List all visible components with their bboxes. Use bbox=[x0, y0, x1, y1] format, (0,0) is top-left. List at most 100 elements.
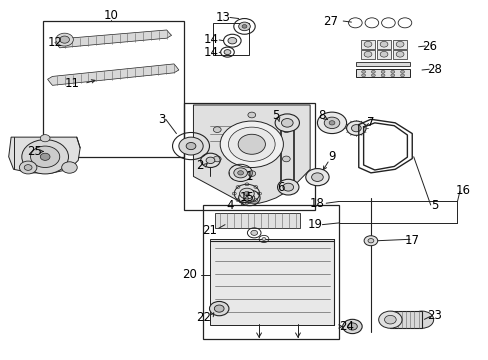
Text: 19: 19 bbox=[307, 218, 322, 231]
Circle shape bbox=[364, 236, 377, 246]
Circle shape bbox=[380, 74, 384, 77]
Bar bbox=[212, 23, 249, 55]
Circle shape bbox=[237, 171, 243, 175]
Text: 26: 26 bbox=[421, 40, 436, 53]
Circle shape bbox=[186, 143, 196, 150]
Polygon shape bbox=[55, 30, 171, 48]
Circle shape bbox=[379, 41, 387, 47]
Circle shape bbox=[239, 188, 254, 199]
Circle shape bbox=[346, 121, 366, 135]
Circle shape bbox=[60, 36, 69, 43]
Circle shape bbox=[205, 157, 214, 163]
Circle shape bbox=[367, 239, 373, 243]
Circle shape bbox=[283, 183, 293, 191]
Text: 7: 7 bbox=[366, 116, 374, 129]
Circle shape bbox=[347, 323, 357, 330]
Polygon shape bbox=[9, 137, 80, 173]
Circle shape bbox=[244, 192, 249, 196]
Circle shape bbox=[384, 315, 395, 324]
Circle shape bbox=[233, 168, 247, 178]
Bar bbox=[392, 50, 406, 59]
Text: 10: 10 bbox=[103, 9, 118, 22]
Circle shape bbox=[30, 146, 60, 167]
Circle shape bbox=[213, 156, 221, 162]
Circle shape bbox=[342, 319, 362, 334]
Circle shape bbox=[328, 121, 334, 125]
Text: 22: 22 bbox=[195, 311, 210, 324]
Bar bbox=[392, 40, 406, 49]
Text: 16: 16 bbox=[455, 184, 470, 197]
Text: 6: 6 bbox=[277, 181, 284, 194]
Circle shape bbox=[380, 70, 384, 73]
Circle shape bbox=[361, 70, 365, 73]
Circle shape bbox=[244, 194, 254, 202]
Circle shape bbox=[213, 127, 221, 132]
Text: 12: 12 bbox=[47, 36, 62, 49]
Circle shape bbox=[378, 311, 401, 328]
Text: 18: 18 bbox=[309, 197, 324, 210]
Polygon shape bbox=[193, 105, 309, 203]
Circle shape bbox=[311, 173, 323, 181]
Circle shape bbox=[24, 165, 32, 170]
Circle shape bbox=[238, 134, 265, 154]
Circle shape bbox=[364, 51, 371, 57]
Circle shape bbox=[305, 168, 328, 186]
Text: 4: 4 bbox=[226, 198, 233, 212]
Circle shape bbox=[22, 140, 68, 174]
Text: 5: 5 bbox=[272, 109, 279, 122]
Circle shape bbox=[209, 301, 228, 316]
Text: 27: 27 bbox=[323, 14, 338, 27]
Polygon shape bbox=[210, 239, 334, 325]
Circle shape bbox=[238, 22, 250, 31]
Bar bbox=[183, 103, 314, 210]
Circle shape bbox=[390, 70, 394, 73]
Bar bbox=[42, 21, 183, 157]
Bar bbox=[376, 40, 390, 49]
Circle shape bbox=[371, 74, 374, 77]
Text: 28: 28 bbox=[426, 63, 441, 76]
Polygon shape bbox=[47, 64, 179, 85]
Circle shape bbox=[361, 74, 365, 77]
Text: 23: 23 bbox=[426, 309, 441, 322]
Circle shape bbox=[61, 162, 77, 173]
Bar bbox=[203, 205, 339, 339]
Circle shape bbox=[351, 125, 361, 132]
Circle shape bbox=[395, 41, 403, 47]
Text: 14: 14 bbox=[203, 33, 219, 46]
Circle shape bbox=[400, 74, 404, 77]
Text: 5: 5 bbox=[430, 198, 438, 212]
Text: 8: 8 bbox=[318, 109, 325, 122]
Circle shape bbox=[250, 230, 257, 235]
Circle shape bbox=[40, 135, 50, 142]
Text: 15: 15 bbox=[239, 191, 254, 204]
Circle shape bbox=[371, 70, 374, 73]
Circle shape bbox=[409, 311, 433, 328]
Circle shape bbox=[281, 118, 292, 127]
Circle shape bbox=[395, 51, 403, 57]
Circle shape bbox=[247, 112, 255, 118]
Text: 3: 3 bbox=[158, 113, 165, 126]
Circle shape bbox=[282, 127, 289, 132]
Bar bbox=[361, 50, 374, 59]
Text: 20: 20 bbox=[182, 268, 197, 281]
Text: 2: 2 bbox=[196, 159, 203, 172]
Circle shape bbox=[242, 24, 246, 28]
Text: 13: 13 bbox=[215, 11, 229, 24]
Circle shape bbox=[56, 33, 73, 46]
Circle shape bbox=[220, 121, 283, 167]
Circle shape bbox=[20, 161, 37, 174]
Text: 21: 21 bbox=[202, 224, 217, 237]
Circle shape bbox=[262, 238, 265, 240]
Bar bbox=[389, 311, 421, 328]
Circle shape bbox=[364, 41, 371, 47]
Text: 1: 1 bbox=[245, 170, 253, 183]
Bar bbox=[356, 68, 409, 77]
Bar bbox=[361, 40, 374, 49]
Circle shape bbox=[390, 74, 394, 77]
Circle shape bbox=[214, 305, 224, 312]
Circle shape bbox=[317, 112, 346, 134]
Circle shape bbox=[277, 179, 298, 195]
Circle shape bbox=[324, 117, 339, 129]
Text: 25: 25 bbox=[27, 145, 42, 158]
Circle shape bbox=[379, 51, 387, 57]
